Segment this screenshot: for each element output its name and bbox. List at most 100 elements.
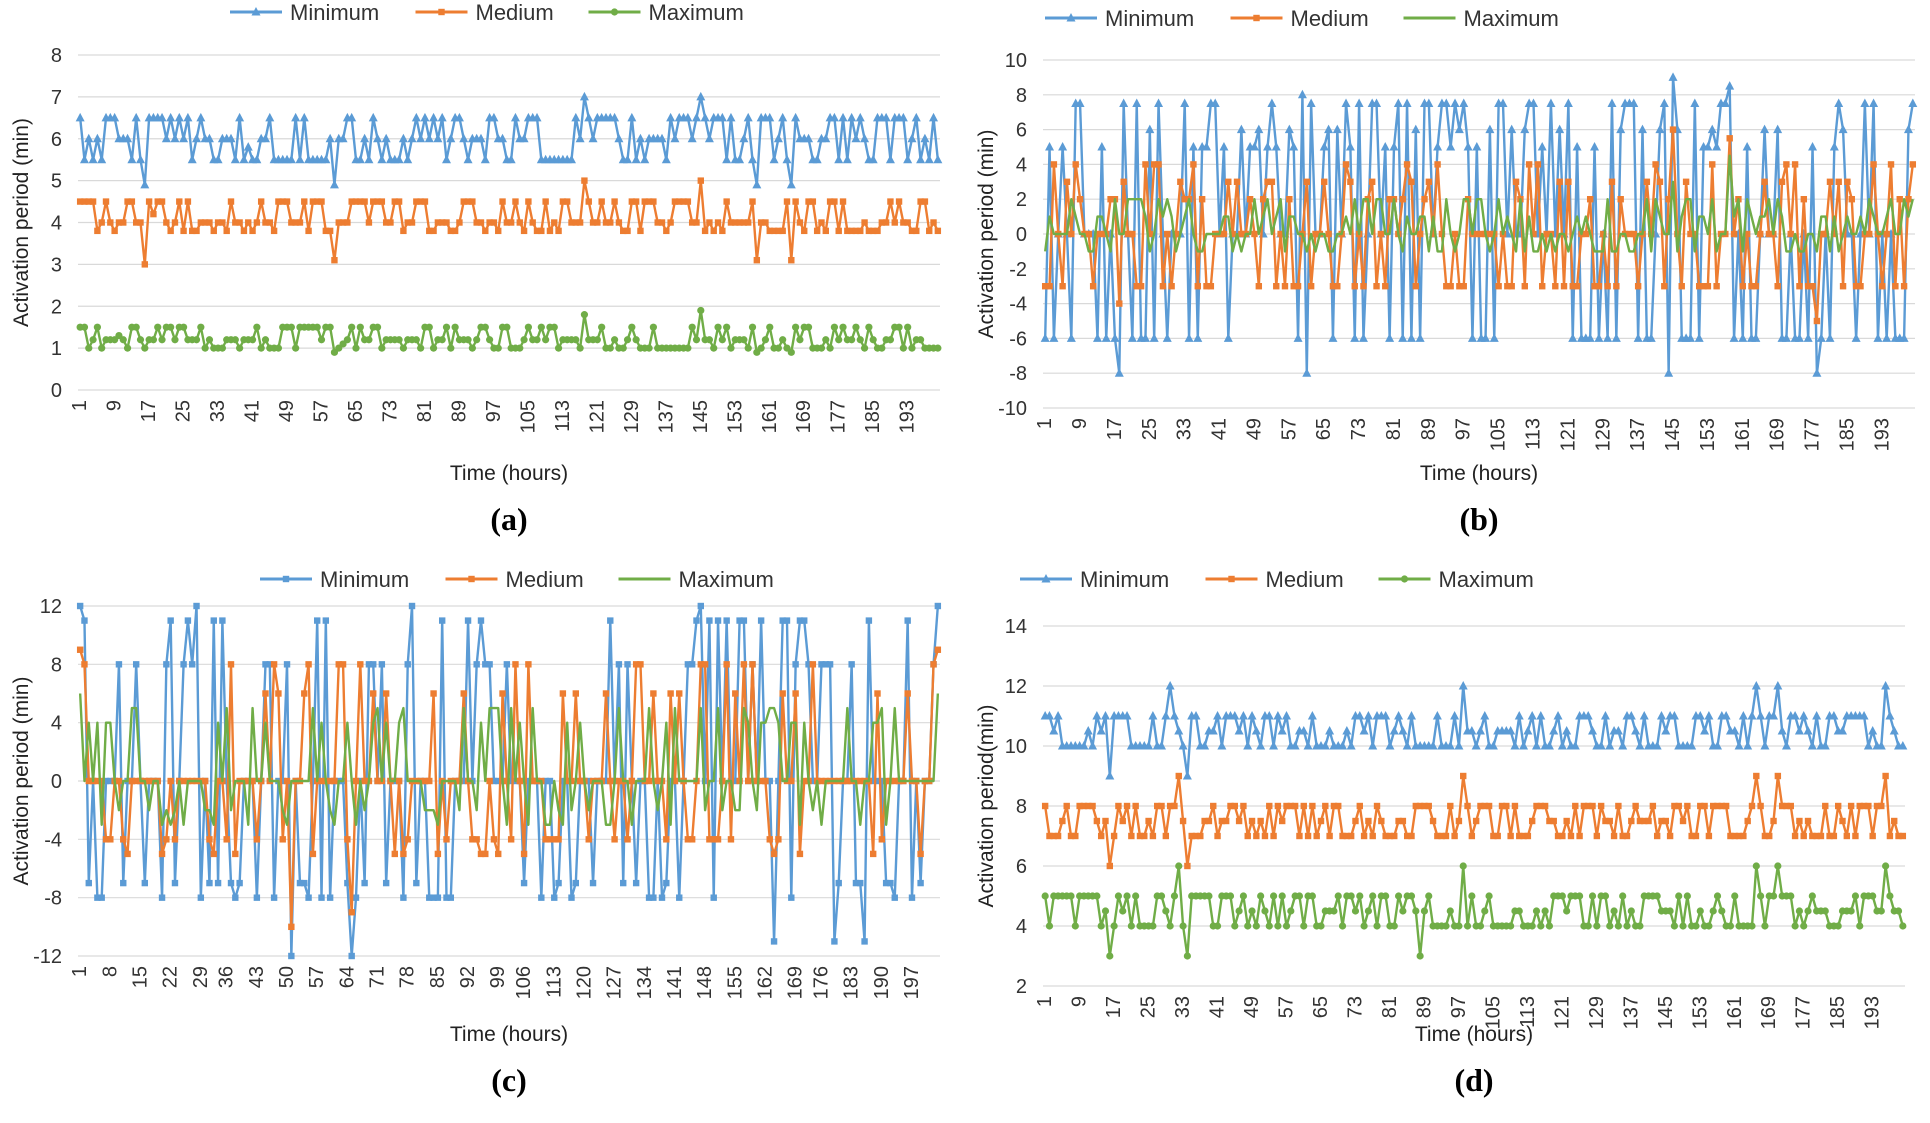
data-point-medium [434, 850, 442, 858]
data-point-minimum [131, 112, 141, 122]
data-point-minimum [1454, 741, 1464, 750]
data-point-minimum [1475, 726, 1485, 735]
data-point-minimum [495, 777, 502, 785]
data-point-medium [1589, 802, 1596, 810]
data-point-maximum [908, 344, 916, 352]
data-point-medium [1251, 230, 1258, 238]
x-tick-label: 185 [862, 400, 884, 433]
data-point-medium [926, 227, 933, 235]
data-point-minimum [1406, 333, 1416, 342]
data-point-minimum [645, 894, 653, 901]
data-point-maximum [1287, 907, 1295, 915]
data-point-maximum [520, 336, 528, 344]
data-point-medium [1666, 832, 1674, 840]
data-point-medium [305, 661, 312, 668]
data-point-medium [1713, 283, 1720, 290]
y-tick-label: 4 [1016, 154, 1027, 176]
data-point-minimum [1537, 142, 1547, 151]
data-point-minimum [1459, 98, 1469, 107]
data-point-medium [357, 661, 364, 668]
data-point-minimum [193, 602, 200, 610]
data-point-medium [801, 777, 808, 785]
data-point-medium [1177, 178, 1184, 185]
x-tick-label: 169 [793, 400, 815, 433]
data-point-medium [499, 198, 506, 205]
data-point-minimum [1402, 98, 1412, 107]
data-point-medium [680, 198, 687, 205]
data-point-minimum [286, 154, 296, 164]
data-point-medium [1050, 161, 1058, 168]
y-tick-label: -8 [44, 888, 62, 910]
data-point-medium [1307, 283, 1315, 290]
x-tick-label: 25 [1139, 418, 1161, 440]
x-tick-label: 41 [1207, 996, 1229, 1018]
data-point-minimum [97, 154, 107, 164]
data-point-maximum [1476, 922, 1485, 930]
data-point-medium [434, 219, 442, 226]
data-point-minimum [365, 661, 373, 668]
data-point-medium [1787, 230, 1794, 238]
data-point-medium [1171, 802, 1178, 810]
data-point-maximum [1675, 892, 1683, 900]
data-point-minimum [1882, 333, 1892, 342]
data-point-medium [1735, 832, 1743, 840]
data-point-maximum [1537, 922, 1545, 930]
data-point-medium [395, 198, 403, 205]
data-point-maximum [356, 323, 364, 331]
legend-marker [1253, 14, 1260, 22]
data-point-medium [318, 777, 325, 785]
data-point-minimum [852, 879, 860, 887]
data-point-minimum [666, 112, 676, 122]
x-tick-label: 106 [513, 966, 535, 999]
data-point-minimum [1506, 726, 1516, 735]
data-point-minimum [361, 879, 368, 887]
data-point-medium [507, 836, 515, 843]
data-point-minimum [1114, 368, 1124, 377]
data-point-maximum [1110, 922, 1118, 930]
x-tick-label: 22 [160, 966, 182, 988]
data-point-minimum [1267, 98, 1277, 107]
data-point-medium [223, 227, 230, 235]
data-point-medium [1220, 230, 1228, 238]
data-point-medium [426, 227, 433, 235]
data-point-maximum [171, 336, 179, 344]
data-point-maximum [1205, 892, 1213, 900]
data-point-medium [352, 777, 360, 785]
legend: Minimum Medium Maximum [230, 0, 744, 25]
data-point-medium [1442, 832, 1450, 840]
data-point-medium [387, 219, 394, 226]
data-point-medium [1041, 283, 1049, 290]
x-tick-label: 177 [828, 400, 850, 433]
data-point-medium [585, 198, 592, 205]
data-point-medium [1895, 832, 1902, 840]
data-point-medium [1494, 832, 1501, 840]
data-point-minimum [1355, 711, 1365, 720]
data-point-minimum [1546, 98, 1556, 107]
y-tick-label: 6 [51, 129, 62, 151]
data-point-minimum [348, 952, 355, 960]
data-point-medium [400, 850, 407, 858]
data-point-medium [189, 227, 196, 235]
data-point-medium [1700, 283, 1707, 290]
data-point-medium [637, 227, 644, 235]
data-point-medium [339, 219, 347, 226]
data-point-medium [171, 219, 179, 226]
data-point-medium [1662, 817, 1669, 825]
data-point-medium [1164, 230, 1171, 238]
data-point-medium [568, 219, 575, 226]
data-point-minimum [683, 112, 693, 122]
data-point-minimum [127, 154, 137, 164]
data-point-medium [275, 690, 282, 697]
data-point-medium [253, 836, 261, 843]
data-point-minimum [1816, 333, 1826, 342]
data-point-minimum [704, 133, 714, 143]
data-point-medium [1425, 178, 1433, 185]
data-point-medium [663, 227, 670, 235]
data-point-medium [382, 690, 390, 697]
data-point-medium [137, 219, 144, 226]
data-point-maximum [1834, 922, 1842, 930]
data-point-minimum [476, 133, 486, 143]
data-point-medium [486, 777, 493, 785]
data-point-minimum [1359, 726, 1369, 735]
data-point-medium [1679, 817, 1687, 825]
